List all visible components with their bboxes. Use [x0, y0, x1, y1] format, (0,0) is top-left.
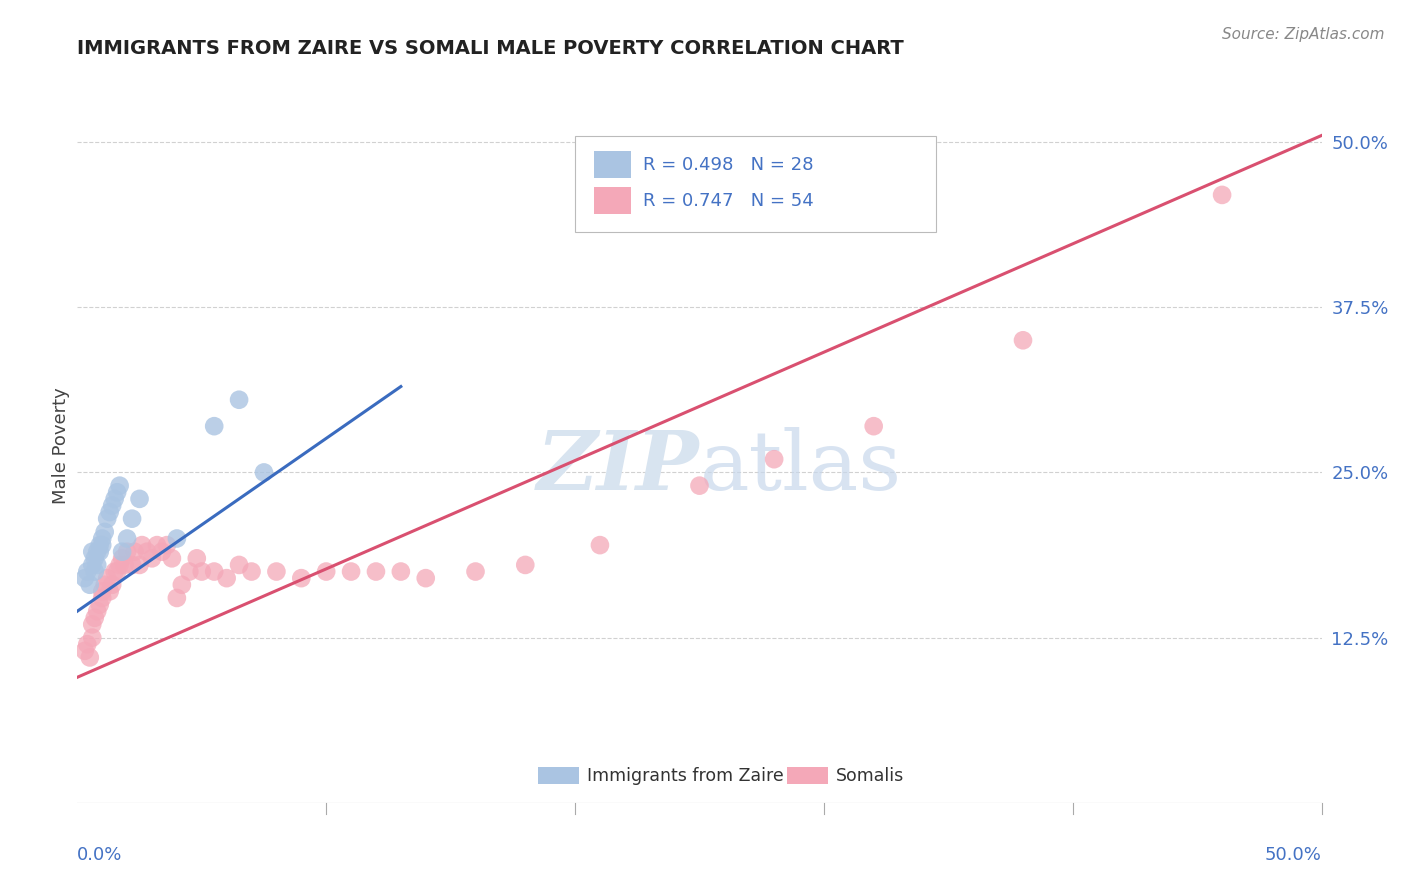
- Point: [186, 551, 208, 566]
- Point: [515, 558, 537, 572]
- Point: [202, 419, 225, 434]
- Point: [131, 538, 153, 552]
- Point: [121, 558, 143, 572]
- Point: [115, 545, 138, 559]
- Point: [128, 491, 150, 506]
- Point: [96, 511, 118, 525]
- Point: [389, 565, 412, 579]
- Point: [191, 565, 214, 579]
- Point: [464, 565, 486, 579]
- Point: [98, 505, 121, 519]
- Bar: [537, 767, 579, 784]
- Point: [121, 511, 143, 525]
- Point: [96, 571, 118, 585]
- Point: [89, 538, 111, 552]
- Point: [76, 637, 98, 651]
- Point: [111, 551, 134, 566]
- Point: [228, 392, 250, 407]
- Point: [156, 538, 179, 552]
- Point: [82, 617, 104, 632]
- Point: [415, 571, 437, 585]
- Point: [315, 565, 337, 579]
- Point: [146, 538, 169, 552]
- Point: [150, 545, 173, 559]
- Point: [73, 571, 96, 585]
- Point: [170, 578, 193, 592]
- Point: [101, 499, 124, 513]
- Point: [93, 524, 115, 539]
- Point: [104, 491, 127, 506]
- Point: [108, 558, 131, 572]
- Text: R = 0.747   N = 54: R = 0.747 N = 54: [644, 192, 814, 210]
- Point: [111, 545, 134, 559]
- Point: [124, 545, 146, 559]
- Point: [91, 532, 114, 546]
- Point: [104, 565, 127, 579]
- Bar: [593, 152, 631, 178]
- Point: [86, 604, 108, 618]
- Point: [105, 565, 128, 579]
- Point: [91, 591, 114, 605]
- Point: [160, 551, 183, 566]
- Point: [89, 545, 111, 559]
- Point: [364, 565, 387, 579]
- Point: [83, 551, 105, 566]
- Point: [340, 565, 363, 579]
- Point: [98, 584, 121, 599]
- Point: [101, 578, 124, 592]
- Text: 50.0%: 50.0%: [1265, 846, 1322, 863]
- Point: [108, 478, 131, 492]
- Point: [136, 545, 159, 559]
- Point: [266, 565, 288, 579]
- Point: [89, 598, 111, 612]
- Point: [141, 551, 163, 566]
- Point: [290, 571, 312, 585]
- FancyBboxPatch shape: [575, 136, 936, 232]
- Point: [82, 545, 104, 559]
- Bar: [593, 187, 631, 214]
- Point: [86, 558, 108, 572]
- Text: IMMIGRANTS FROM ZAIRE VS SOMALI MALE POVERTY CORRELATION CHART: IMMIGRANTS FROM ZAIRE VS SOMALI MALE POV…: [77, 39, 904, 58]
- Point: [1211, 188, 1233, 202]
- Point: [93, 578, 115, 592]
- Point: [86, 545, 108, 559]
- Text: ZIP: ZIP: [537, 427, 700, 508]
- Point: [763, 452, 786, 467]
- Point: [179, 565, 201, 579]
- Point: [83, 565, 105, 579]
- Point: [91, 538, 114, 552]
- Point: [202, 565, 225, 579]
- Text: Somalis: Somalis: [837, 767, 904, 785]
- Point: [73, 644, 96, 658]
- Point: [83, 611, 105, 625]
- Bar: [786, 767, 828, 784]
- Point: [215, 571, 238, 585]
- Point: [105, 485, 128, 500]
- Point: [79, 578, 101, 592]
- Text: R = 0.498   N = 28: R = 0.498 N = 28: [644, 156, 814, 174]
- Point: [76, 565, 98, 579]
- Point: [240, 565, 263, 579]
- Point: [689, 478, 711, 492]
- Point: [82, 558, 104, 572]
- Text: 0.0%: 0.0%: [77, 846, 122, 863]
- Point: [253, 466, 276, 480]
- Point: [862, 419, 884, 434]
- Point: [166, 532, 188, 546]
- Point: [91, 584, 114, 599]
- Point: [1012, 333, 1035, 347]
- Point: [115, 532, 138, 546]
- Point: [114, 558, 136, 572]
- Text: atlas: atlas: [700, 427, 901, 508]
- Y-axis label: Male Poverty: Male Poverty: [52, 388, 70, 504]
- Point: [166, 591, 188, 605]
- Text: Source: ZipAtlas.com: Source: ZipAtlas.com: [1222, 27, 1385, 42]
- Point: [589, 538, 612, 552]
- Text: Immigrants from Zaire: Immigrants from Zaire: [588, 767, 785, 785]
- Point: [79, 650, 101, 665]
- Point: [228, 558, 250, 572]
- Point: [128, 558, 150, 572]
- Point: [82, 631, 104, 645]
